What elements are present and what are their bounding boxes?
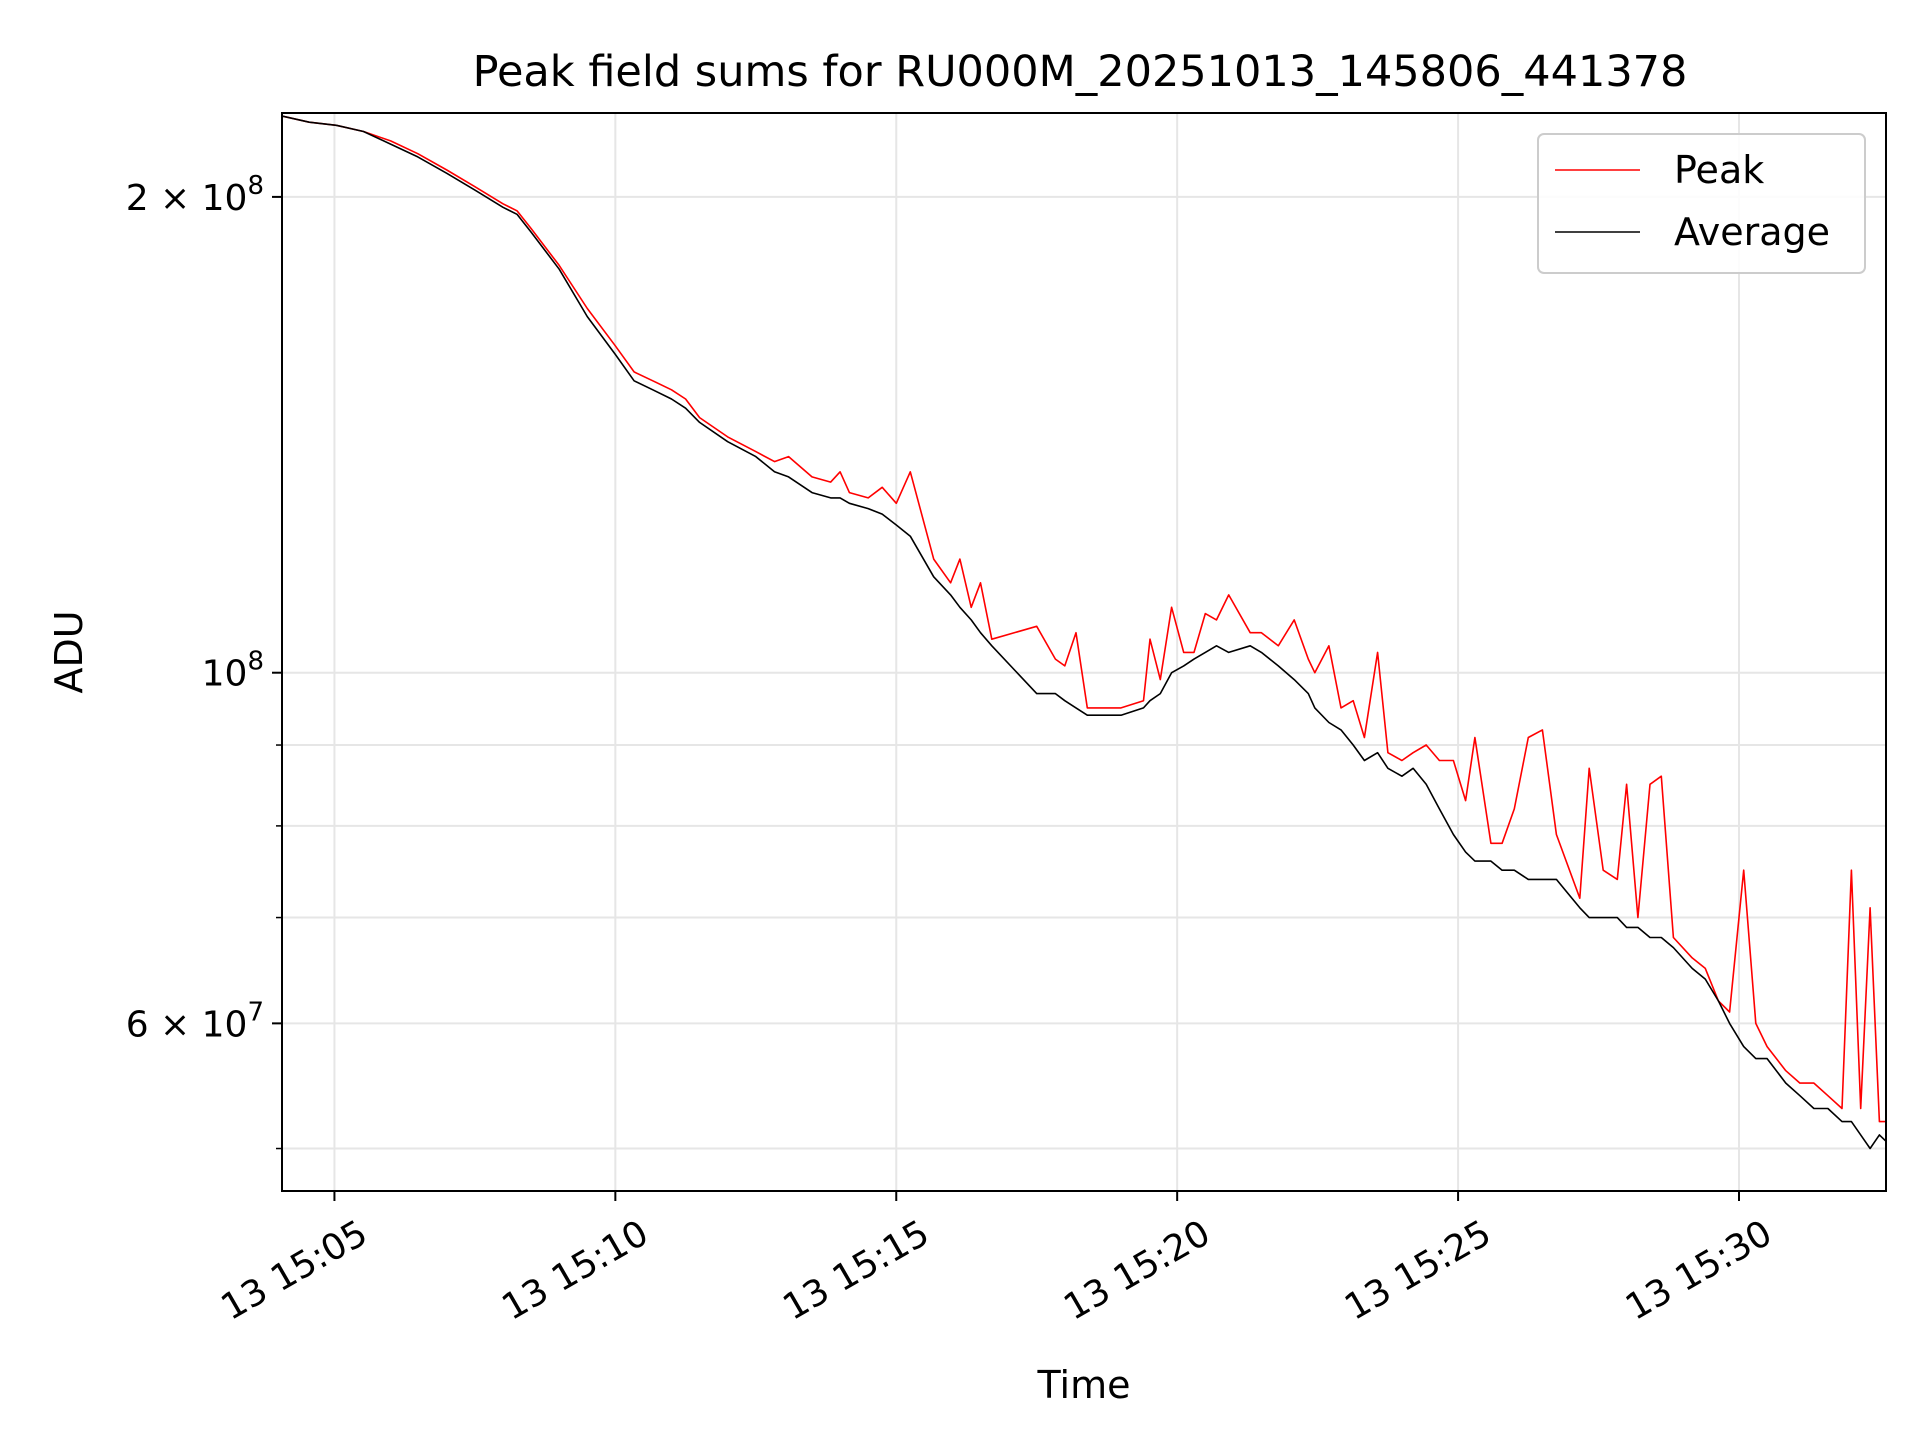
x-axis-label: Time [1037, 1363, 1131, 1407]
legend-box [1537, 133, 1866, 274]
chart-title: Peak field sums for RU000M_20251013_1458… [473, 47, 1688, 97]
series-line-peak [282, 115, 1886, 1123]
y-tick-base: 2 × 10 [126, 178, 248, 219]
y-axis-label: ADU [47, 610, 91, 693]
y-tick-exponent: 8 [247, 647, 264, 677]
series-layer [282, 115, 1886, 1150]
legend-label-peak: Peak [1674, 148, 1764, 192]
y-tick-base: 6 × 10 [126, 1004, 248, 1045]
series-line-average [282, 115, 1886, 1150]
grid [282, 113, 1886, 1191]
y-tick-label: 108 [202, 647, 264, 695]
y-tick-label: 2 × 108 [126, 171, 264, 219]
y-tick-label: 6 × 107 [126, 997, 264, 1045]
y-tick-exponent: 8 [247, 171, 264, 201]
legend: Peak Average [1537, 133, 1866, 274]
y-tick-base: 10 [202, 654, 248, 695]
plot-frame [281, 112, 1887, 1192]
legend-label-average: Average [1674, 210, 1830, 254]
y-tick-exponent: 7 [247, 997, 264, 1027]
